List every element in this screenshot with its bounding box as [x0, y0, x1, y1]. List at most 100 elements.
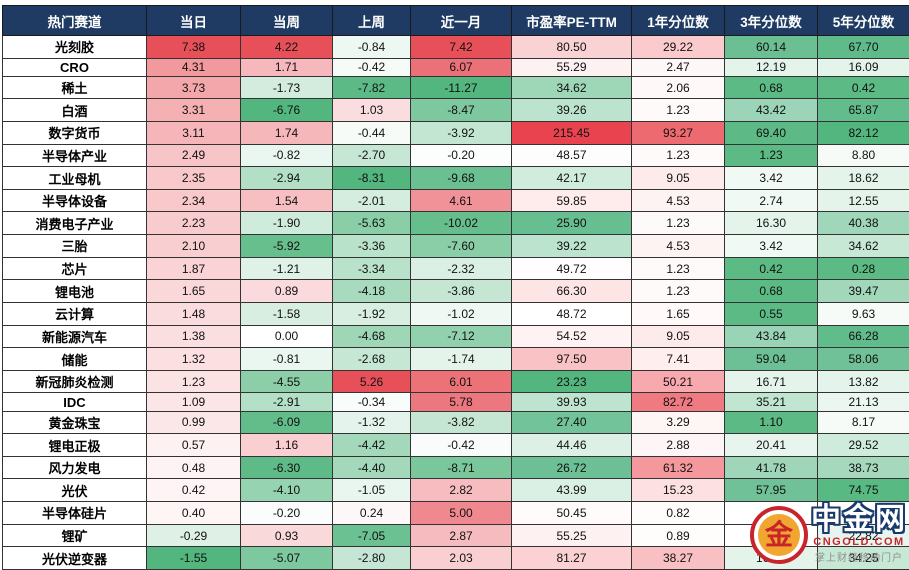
- value-cell: 0.00: [240, 324, 333, 349]
- sector-name-cell: IDC: [2, 392, 147, 412]
- sector-name-cell: 芯片: [2, 256, 147, 281]
- value-cell: 0.89: [631, 523, 725, 548]
- value-cell: 81.27: [511, 546, 632, 570]
- value-cell: 59.04: [724, 347, 818, 371]
- sector-name-cell: 新冠肺炎检测: [2, 369, 147, 394]
- value-cell: 1.10: [724, 410, 818, 435]
- value-cell: 0.42: [817, 75, 909, 100]
- value-cell: -3.34: [332, 256, 411, 281]
- value-cell: -4.10: [240, 478, 333, 503]
- value-cell: -8.47: [410, 98, 512, 122]
- value-cell: 39.47: [817, 279, 909, 303]
- value-cell: 22.82: [817, 523, 909, 548]
- value-cell: 4.22: [240, 35, 333, 59]
- value-cell: 23.23: [511, 369, 632, 394]
- sector-name-cell: 黄金珠宝: [2, 410, 147, 435]
- value-cell: -2.01: [332, 188, 411, 213]
- value-cell: 58.06: [817, 347, 909, 371]
- sector-name-cell: 光伏: [2, 478, 147, 503]
- value-cell: 26.72: [511, 455, 632, 480]
- value-cell: 9.05: [631, 324, 725, 349]
- value-cell: -5.63: [332, 211, 411, 236]
- table-row: 三胎 2.10 -5.92 -3.36 -7.60 39.22 4.53 3.42 34.62: [2, 234, 909, 258]
- value-cell: 215.45: [511, 120, 632, 145]
- value-cell: 1.32: [146, 347, 241, 371]
- cngold-logo-icon: 金: [750, 505, 808, 564]
- value-cell: [817, 501, 909, 525]
- value-cell: -0.42: [410, 433, 512, 457]
- value-cell: -1.74: [410, 347, 512, 371]
- value-cell: -2.32: [410, 256, 512, 281]
- table-row: 锂电池 1.65 0.89 -4.18 -3.86 66.30 1.23 0.68 39.47: [2, 279, 909, 303]
- value-cell: 42.17: [511, 166, 632, 190]
- value-cell: 3.42: [724, 234, 818, 258]
- value-cell: 0.68: [724, 75, 818, 100]
- value-cell: 1.23: [146, 369, 241, 394]
- watermark-tagline: 掌上财经移动门户: [815, 553, 903, 564]
- value-cell: -8.31: [332, 166, 411, 190]
- value-cell: 1.74: [240, 120, 333, 145]
- value-cell: 57.95: [724, 478, 818, 503]
- sector-heatmap-table: 热门赛道 当日 当周 上周 近一月 市盈率PE-TTM 1年分位数 3年分位数 5年分位数 光刻…: [2, 5, 909, 570]
- value-cell: 3.31: [146, 98, 241, 122]
- value-cell: 18.62: [817, 166, 909, 190]
- value-cell: -9.68: [410, 166, 512, 190]
- value-cell: 7.42: [410, 35, 512, 59]
- sector-name-cell: 三胎: [2, 234, 147, 258]
- value-cell: -10.02: [410, 211, 512, 236]
- table-row: IDC 1.09 -2.91 -0.34 5.78 39.93 82.72 35.21 21.1…: [2, 392, 909, 412]
- value-cell: 2.03: [410, 546, 512, 570]
- value-cell: -4.40: [332, 455, 411, 480]
- value-cell: 67.70: [817, 35, 909, 59]
- value-cell: 0.93: [240, 523, 333, 548]
- value-cell: -6.09: [240, 410, 333, 435]
- value-cell: -1.02: [410, 301, 512, 326]
- value-cell: -0.34: [332, 392, 411, 412]
- value-cell: 12.55: [817, 188, 909, 213]
- gold-coin-icon: 金: [758, 513, 800, 556]
- value-cell: -6.76: [240, 98, 333, 122]
- table-row: 光伏逆变器-1.55-5.07-2.802.0381.2738.2716.303…: [2, 546, 909, 570]
- value-cell: 25.90: [511, 211, 632, 236]
- column-header-7: 3年分位数: [724, 5, 818, 36]
- value-cell: 93.27: [631, 120, 725, 145]
- value-cell: -3.36: [332, 234, 411, 258]
- value-cell: 2.88: [631, 433, 725, 457]
- sector-heatmap-canvas: 热门赛道 当日 当周 上周 近一月 市盈率PE-TTM 1年分位数 3年分位数 5年分位数 光刻…: [2, 5, 909, 570]
- watermark-brand: 中金网: [811, 503, 907, 536]
- value-cell: 1.03: [332, 98, 411, 122]
- value-cell: 1.23: [631, 279, 725, 303]
- value-cell: 2.47: [631, 57, 725, 77]
- value-cell: 2.10: [146, 234, 241, 258]
- column-header-8: 5年分位数: [817, 5, 909, 36]
- value-cell: -1.92: [332, 301, 411, 326]
- value-cell: 48.72: [511, 301, 632, 326]
- value-cell: 66.30: [511, 279, 632, 303]
- table-row: CRO 4.31 1.71 -0.42 6.07 55.29 2.47 12.19 16.09: [2, 57, 909, 77]
- value-cell: -2.80: [332, 546, 411, 570]
- value-cell: 1.87: [146, 256, 241, 281]
- cngold-watermark: 金 中金网 CNGOLD.COM 掌上财经移动门户: [750, 505, 907, 564]
- value-cell: -1.73: [240, 75, 333, 100]
- value-cell: -7.60: [410, 234, 512, 258]
- value-cell: 7.41: [631, 347, 725, 371]
- value-cell: -1.90: [240, 211, 333, 236]
- value-cell: 3.11: [146, 120, 241, 145]
- value-cell: 43.42: [724, 98, 818, 122]
- value-cell: 50.45: [511, 501, 632, 525]
- value-cell: -1.58: [240, 301, 333, 326]
- sector-name-cell: 白酒: [2, 98, 147, 122]
- value-cell: 0.82: [631, 501, 725, 525]
- value-cell: -0.82: [240, 143, 333, 168]
- value-cell: 8.80: [817, 143, 909, 168]
- value-cell: 20.41: [724, 433, 818, 457]
- value-cell: 27.40: [511, 410, 632, 435]
- value-cell: -0.20: [240, 501, 333, 525]
- sector-name-cell: 风力发电: [2, 455, 147, 480]
- value-cell: 0.89: [240, 279, 333, 303]
- value-cell: 59.85: [511, 188, 632, 213]
- value-cell: -5.07: [240, 546, 333, 570]
- value-cell: 13.82: [817, 369, 909, 394]
- table-row: 储能 1.32 -0.81 -2.68 -1.74 97.50 7.41 59.04 58.06: [2, 347, 909, 371]
- value-cell: 69.40: [724, 120, 818, 145]
